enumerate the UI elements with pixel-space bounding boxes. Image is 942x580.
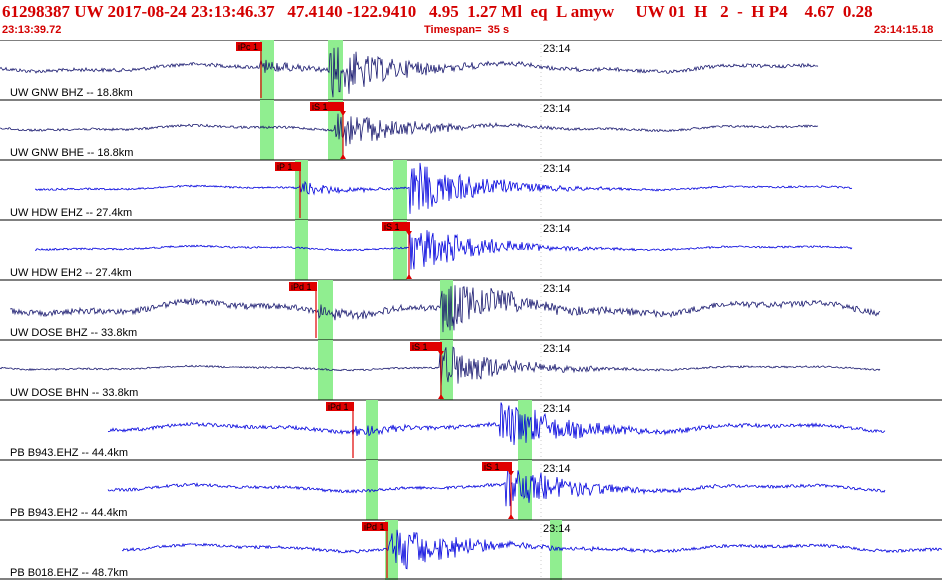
time-tick-label: 23:14 <box>543 463 571 475</box>
seismogram-trace <box>35 162 853 214</box>
pick-arrow-icon <box>340 111 346 116</box>
analysis-window <box>328 40 343 100</box>
seismogram-trace <box>121 529 942 570</box>
time-tick-label: 23:14 <box>543 403 571 415</box>
event-summary-line: 61298387 UW 2017-08-24 23:13:46.37 47.41… <box>2 2 873 21</box>
seismogram-trace <box>0 47 819 98</box>
pick-flag <box>289 282 317 291</box>
pick-flag <box>236 42 262 51</box>
pick-label: iP 1 <box>277 162 292 172</box>
analysis-window <box>550 520 562 580</box>
time-tick-label: 23:14 <box>543 223 571 235</box>
pick-flag <box>326 402 354 411</box>
station-label: PB B018.EHZ -- 48.7km <box>10 567 128 579</box>
seismogram-trace <box>10 285 881 333</box>
pick-label: iS 1 <box>384 222 400 232</box>
pick-arrow-icon <box>406 231 412 236</box>
timespan-label: Timespan= 35 s <box>424 24 510 36</box>
start-time-label: 23:13:39.72 <box>2 24 62 36</box>
pick-label: iS 1 <box>412 342 428 352</box>
analysis-window <box>318 340 333 400</box>
station-label: UW HDW EH2 -- 27.4km <box>10 267 132 279</box>
station-label: UW GNW BHE -- 18.8km <box>10 147 133 159</box>
time-tick-label: 23:14 <box>543 103 571 115</box>
time-tick-label: 23:14 <box>543 163 571 175</box>
pick-label: iPd 1 <box>364 522 385 532</box>
station-label: UW HDW EHZ -- 27.4km <box>10 207 132 219</box>
pick-label: iS 1 <box>312 102 328 112</box>
event-header: 61298387 UW 2017-08-24 23:13:46.37 47.41… <box>0 0 942 40</box>
analysis-window <box>366 400 378 460</box>
pick-arrow-icon <box>438 394 444 399</box>
pick-arrow-icon <box>438 351 444 356</box>
seismogram-trace <box>34 230 853 270</box>
time-tick-label: 23:14 <box>543 343 571 355</box>
pick-flag <box>482 462 512 471</box>
pick-arrow-icon <box>508 471 514 476</box>
analysis-window <box>385 520 398 580</box>
seismogram-trace <box>0 113 819 147</box>
pick-flag <box>410 342 442 351</box>
analysis-window <box>518 400 532 460</box>
seismogram-trace <box>107 402 886 446</box>
pick-flag <box>382 222 410 231</box>
time-tick-label: 23:14 <box>543 43 571 55</box>
time-tick-label: 23:14 <box>543 523 571 535</box>
end-time-label: 23:14:15.18 <box>874 24 934 36</box>
pick-arrow-icon <box>406 274 412 279</box>
station-label: UW DOSE BHN -- 33.8km <box>10 387 138 399</box>
pick-label: iPc 1 <box>238 42 258 52</box>
pick-label: iPd 1 <box>328 402 349 412</box>
station-label: PB B943.EH2 -- 44.4km <box>10 507 127 519</box>
pick-arrow-icon <box>340 154 346 159</box>
pick-label: iPd 1 <box>291 282 312 292</box>
pick-flag <box>362 522 388 531</box>
station-label: UW DOSE BHZ -- 33.8km <box>10 327 137 339</box>
pick-label: iS 1 <box>484 462 500 472</box>
pick-flag <box>310 102 344 111</box>
analysis-window <box>260 100 274 160</box>
pick-flag <box>275 162 301 171</box>
station-label: UW GNW BHZ -- 18.8km <box>10 87 133 99</box>
waveform-panel[interactable]: 23:14 iPc 1 UW GNW BHZ -- 18.8km 23:14 iS 1 U… <box>0 40 942 580</box>
time-tick-label: 23:14 <box>543 283 571 295</box>
station-label: PB B943.EHZ -- 44.4km <box>10 447 128 459</box>
pick-arrow-icon <box>508 514 514 519</box>
seismogram-trace <box>107 461 886 507</box>
analysis-window <box>393 220 407 280</box>
analysis-window <box>295 220 308 280</box>
analysis-window <box>393 160 407 220</box>
